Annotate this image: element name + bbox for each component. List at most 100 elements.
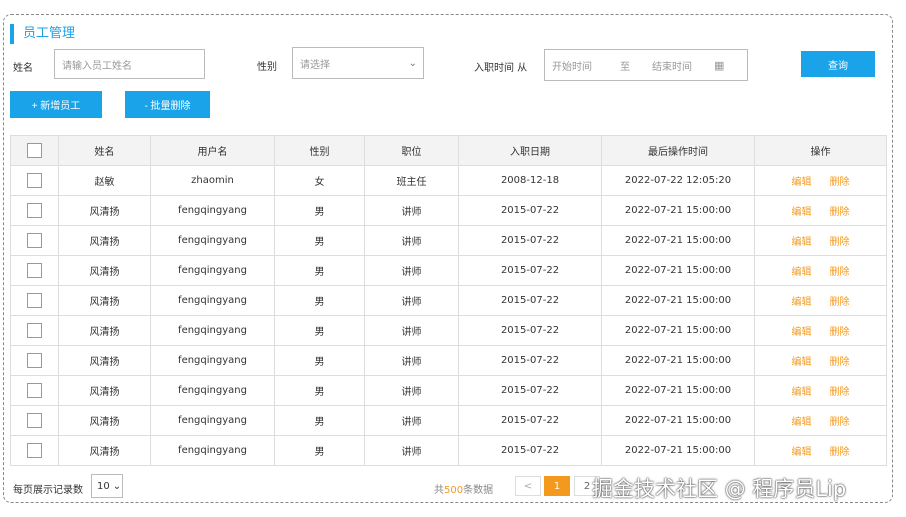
edit-link[interactable]: 编辑 bbox=[792, 327, 812, 338]
cell-entry-date: 2015-07-22 bbox=[459, 226, 602, 256]
cell-position: 讲师 bbox=[365, 286, 459, 316]
cell-username: fengqingyang bbox=[151, 196, 275, 226]
cell-entry-date: 2015-07-22 bbox=[459, 286, 602, 316]
delete-link[interactable]: 删除 bbox=[830, 417, 850, 428]
cell-name: 风清扬 bbox=[59, 376, 151, 406]
cell-entry-date: 2015-07-22 bbox=[459, 406, 602, 436]
cell-name: 风清扬 bbox=[59, 316, 151, 346]
cell-username: fengqingyang bbox=[151, 376, 275, 406]
cell-position: 讲师 bbox=[365, 346, 459, 376]
row-checkbox[interactable] bbox=[27, 353, 42, 368]
chevron-down-icon: ⌄ bbox=[113, 481, 121, 492]
page-size-value: 10 bbox=[97, 481, 110, 492]
cell-gender: 男 bbox=[275, 196, 365, 226]
cell-gender: 男 bbox=[275, 406, 365, 436]
date-label: 入职时间 从 bbox=[474, 59, 527, 74]
col-last-op-time: 最后操作时间 bbox=[602, 136, 755, 166]
cell-last-op-time: 2022-07-22 12:05:20 bbox=[602, 166, 755, 196]
edit-link[interactable]: 编辑 bbox=[792, 267, 812, 278]
page-size-select[interactable]: 10⌄ bbox=[91, 474, 123, 498]
row-checkbox[interactable] bbox=[27, 263, 42, 278]
end-date[interactable]: 结束时间 bbox=[652, 58, 692, 73]
cell-position: 讲师 bbox=[365, 256, 459, 286]
cell-last-op-time: 2022-07-21 15:00:00 bbox=[602, 376, 755, 406]
cell-last-op-time: 2022-07-21 15:00:00 bbox=[602, 436, 755, 466]
cell-name: 风清扬 bbox=[59, 196, 151, 226]
gender-label: 性别 bbox=[257, 58, 277, 73]
row-checkbox[interactable] bbox=[27, 203, 42, 218]
row-checkbox[interactable] bbox=[27, 413, 42, 428]
cell-position: 讲师 bbox=[365, 376, 459, 406]
row-checkbox[interactable] bbox=[27, 293, 42, 308]
page-size-label: 每页展示记录数 bbox=[13, 481, 83, 496]
select-all-checkbox[interactable] bbox=[27, 143, 42, 158]
edit-link[interactable]: 编辑 bbox=[792, 387, 812, 398]
page-title: 员工管理 bbox=[10, 24, 75, 44]
name-placeholder: 请输入员工姓名 bbox=[62, 57, 132, 72]
delete-link[interactable]: 删除 bbox=[830, 207, 850, 218]
edit-link[interactable]: 编辑 bbox=[792, 177, 812, 188]
cell-last-op-time: 2022-07-21 15:00:00 bbox=[602, 226, 755, 256]
cell-last-op-time: 2022-07-21 15:00:00 bbox=[602, 196, 755, 226]
edit-link[interactable]: 编辑 bbox=[792, 447, 812, 458]
cell-position: 讲师 bbox=[365, 226, 459, 256]
table-row: 风清扬fengqingyang男讲师2015-07-222022-07-21 1… bbox=[11, 316, 887, 346]
start-date[interactable]: 开始时间 bbox=[552, 58, 592, 73]
cell-position: 讲师 bbox=[365, 196, 459, 226]
add-employee-button[interactable]: + 新增员工 bbox=[10, 91, 102, 118]
edit-link[interactable]: 编辑 bbox=[792, 237, 812, 248]
cell-username: fengqingyang bbox=[151, 436, 275, 466]
name-input[interactable]: 请输入员工姓名 bbox=[54, 49, 205, 79]
table-row: 风清扬fengqingyang男讲师2015-07-222022-07-21 1… bbox=[11, 436, 887, 466]
table-row: 风清扬fengqingyang男讲师2015-07-222022-07-21 1… bbox=[11, 346, 887, 376]
cell-name: 风清扬 bbox=[59, 436, 151, 466]
table-row: 风清扬fengqingyang男讲师2015-07-222022-07-21 1… bbox=[11, 226, 887, 256]
cell-gender: 男 bbox=[275, 436, 365, 466]
edit-link[interactable]: 编辑 bbox=[792, 207, 812, 218]
chevron-down-icon: ⌄ bbox=[409, 58, 417, 69]
date-separator: 至 bbox=[620, 58, 630, 73]
batch-delete-button[interactable]: - 批量删除 bbox=[125, 91, 210, 118]
cell-gender: 女 bbox=[275, 166, 365, 196]
cell-position: 讲师 bbox=[365, 316, 459, 346]
cell-entry-date: 2015-07-22 bbox=[459, 376, 602, 406]
edit-link[interactable]: 编辑 bbox=[792, 297, 812, 308]
gender-select[interactable]: 请选择⌄ bbox=[292, 47, 424, 79]
delete-link[interactable]: 删除 bbox=[830, 237, 850, 248]
cell-gender: 男 bbox=[275, 226, 365, 256]
row-checkbox[interactable] bbox=[27, 383, 42, 398]
cell-gender: 男 bbox=[275, 346, 365, 376]
cell-last-op-time: 2022-07-21 15:00:00 bbox=[602, 406, 755, 436]
date-range-picker[interactable]: 开始时间 至 结束时间 ▦ bbox=[544, 49, 748, 81]
prev-page-button[interactable]: < bbox=[515, 476, 541, 496]
cell-entry-date: 2008-12-18 bbox=[459, 166, 602, 196]
cell-last-op-time: 2022-07-21 15:00:00 bbox=[602, 316, 755, 346]
edit-link[interactable]: 编辑 bbox=[792, 357, 812, 368]
cell-entry-date: 2015-07-22 bbox=[459, 256, 602, 286]
cell-last-op-time: 2022-07-21 15:00:00 bbox=[602, 346, 755, 376]
row-checkbox[interactable] bbox=[27, 173, 42, 188]
delete-link[interactable]: 删除 bbox=[830, 327, 850, 338]
table-row: 风清扬fengqingyang男讲师2015-07-222022-07-21 1… bbox=[11, 286, 887, 316]
page-1-button[interactable]: 1 bbox=[544, 476, 570, 496]
row-checkbox[interactable] bbox=[27, 443, 42, 458]
total-prefix: 共 bbox=[434, 485, 444, 496]
query-button[interactable]: 查询 bbox=[801, 51, 875, 77]
delete-link[interactable]: 删除 bbox=[830, 177, 850, 188]
cell-name: 赵敏 bbox=[59, 166, 151, 196]
watermark: 掘金技术社区 @ 程序员Lip bbox=[592, 473, 846, 503]
table-row: 风清扬fengqingyang男讲师2015-07-222022-07-21 1… bbox=[11, 256, 887, 286]
row-checkbox[interactable] bbox=[27, 233, 42, 248]
edit-link[interactable]: 编辑 bbox=[792, 417, 812, 428]
delete-link[interactable]: 删除 bbox=[830, 387, 850, 398]
cell-position: 讲师 bbox=[365, 436, 459, 466]
delete-link[interactable]: 删除 bbox=[830, 267, 850, 278]
cell-gender: 男 bbox=[275, 256, 365, 286]
cell-entry-date: 2015-07-22 bbox=[459, 196, 602, 226]
table-row: 风清扬fengqingyang男讲师2015-07-222022-07-21 1… bbox=[11, 406, 887, 436]
delete-link[interactable]: 删除 bbox=[830, 297, 850, 308]
row-checkbox[interactable] bbox=[27, 323, 42, 338]
cell-entry-date: 2015-07-22 bbox=[459, 316, 602, 346]
delete-link[interactable]: 删除 bbox=[830, 357, 850, 368]
delete-link[interactable]: 删除 bbox=[830, 447, 850, 458]
